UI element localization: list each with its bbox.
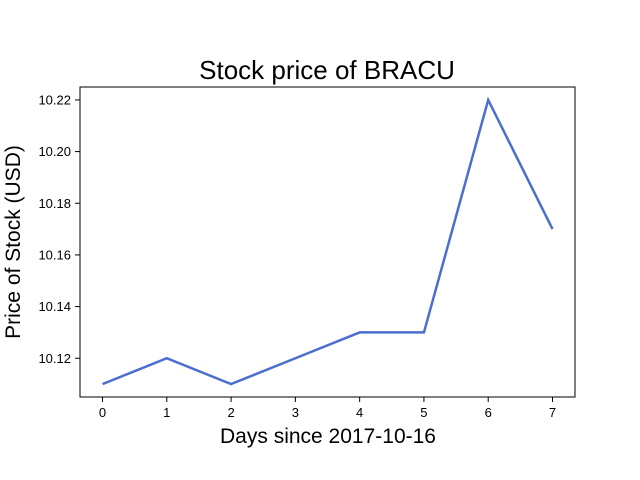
x-axis-ticks: 0 1 2 3 4 5 6 7 <box>99 397 556 420</box>
series-layer <box>102 96 554 386</box>
x-tick-label: 1 <box>163 405 170 420</box>
y-tick-label: 10.14 <box>38 299 71 314</box>
chart-title: Stock price of BRACU <box>199 55 455 85</box>
x-tick-label: 3 <box>292 405 299 420</box>
y-axis-ticks: 10.12 10.14 10.16 10.18 10.20 10.22 <box>38 92 80 366</box>
y-tick-label: 10.16 <box>38 247 71 262</box>
plot-area: 0 1 2 3 4 5 6 7 10.12 10.14 10.16 10.18 10.20 10.22 <box>38 86 576 420</box>
y-axis-label: Price of Stock (USD) <box>2 145 25 339</box>
x-tick-label: 0 <box>99 405 106 420</box>
x-tick-label: 4 <box>356 405 363 420</box>
y-tick-label: 10.20 <box>38 144 71 159</box>
y-tick-label: 10.18 <box>38 196 71 211</box>
x-tick-label: 7 <box>549 405 556 420</box>
y-tick-label: 10.22 <box>38 92 71 107</box>
x-axis-label: Days since 2017-10-16 <box>220 425 436 448</box>
x-tick-label: 2 <box>227 405 234 420</box>
y-tick-label: 10.12 <box>38 351 71 366</box>
x-tick-label: 6 <box>485 405 492 420</box>
plot-frame <box>79 86 576 398</box>
series-line-0 <box>102 96 554 386</box>
x-tick-label: 5 <box>420 405 427 420</box>
